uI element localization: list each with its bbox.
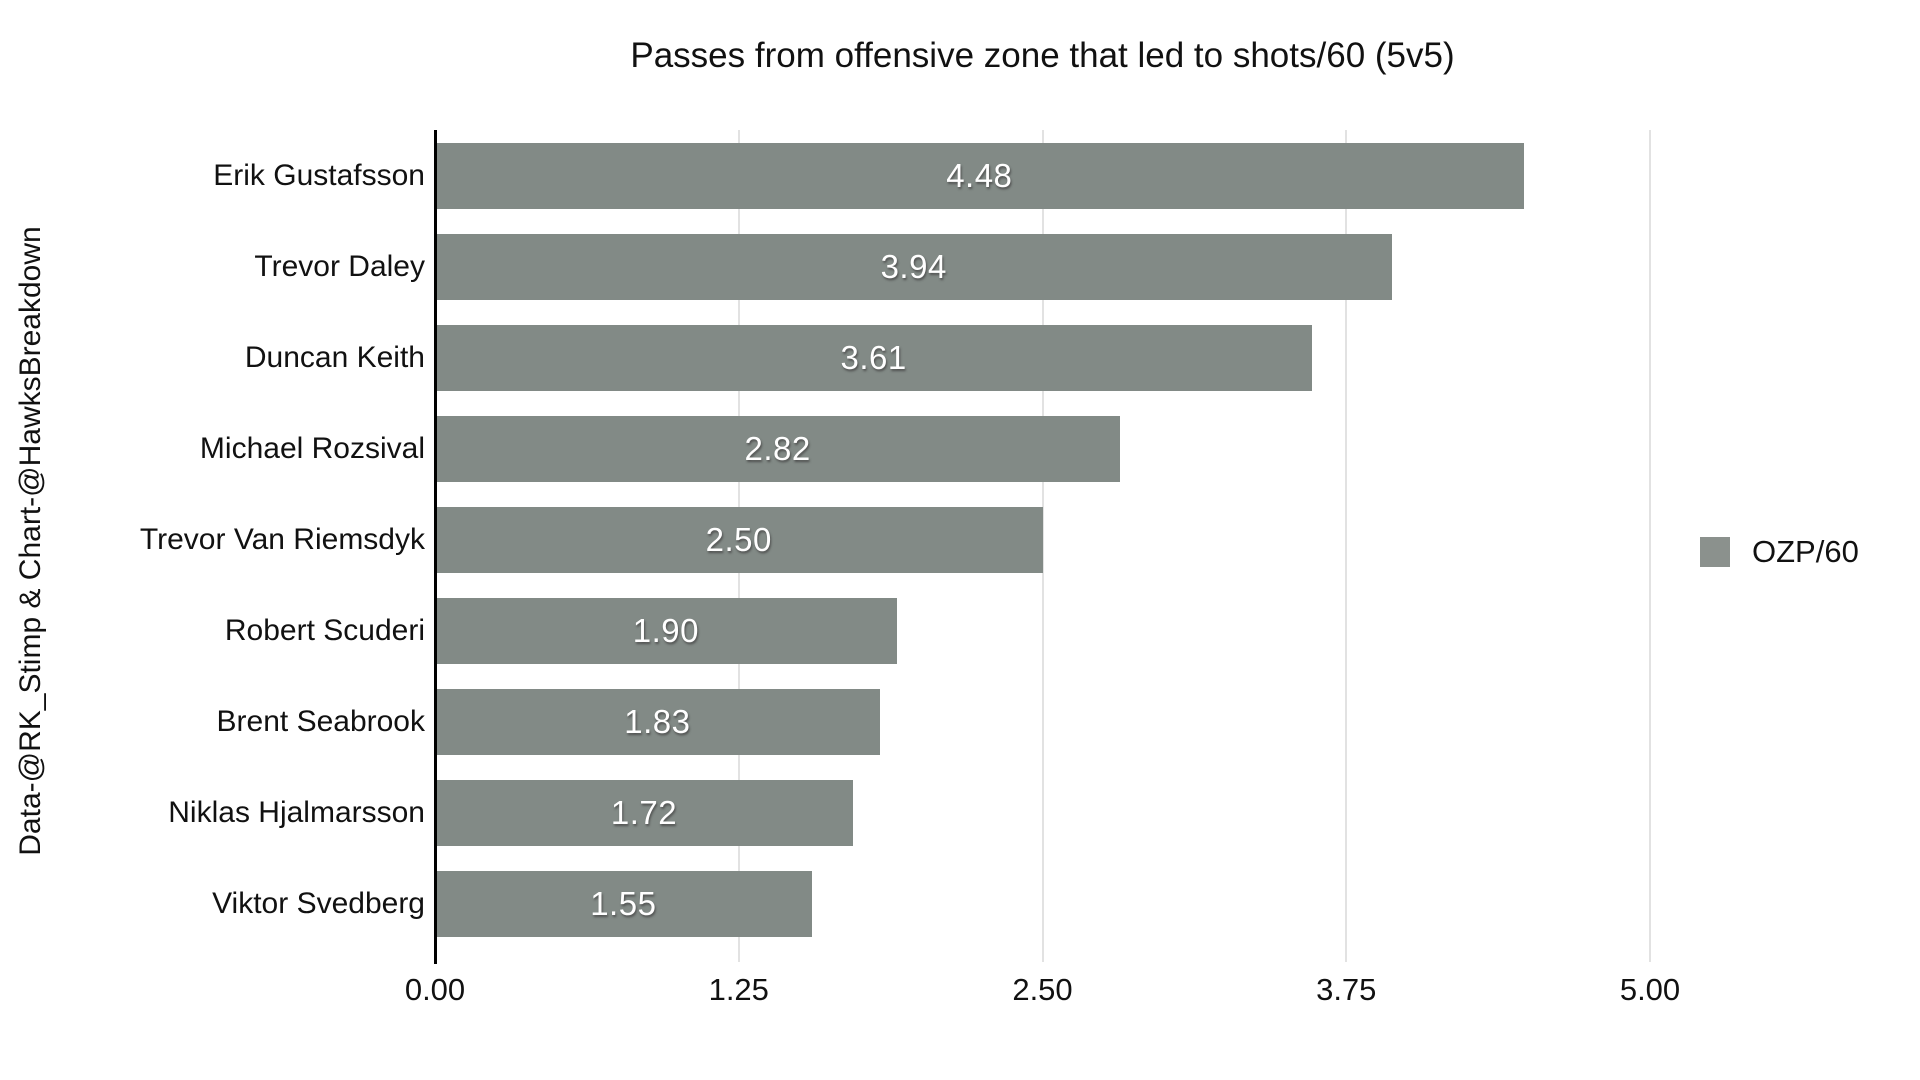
y-axis-category-labels: Erik Gustafsson Trevor Daley Duncan Keith M… bbox=[40, 130, 425, 950]
bar: 2.82 bbox=[435, 415, 1121, 482]
bar: 1.55 bbox=[435, 871, 812, 938]
bar: 3.94 bbox=[435, 233, 1393, 300]
bar-value-label: 1.83 bbox=[624, 703, 691, 741]
legend-series-label: OZP/60 bbox=[1752, 534, 1859, 569]
bar-value-label: 1.90 bbox=[632, 612, 699, 650]
x-tick-label: 3.75 bbox=[1316, 972, 1377, 1007]
bar-value-label: 2.50 bbox=[705, 520, 772, 558]
legend: OZP/60 bbox=[1700, 534, 1859, 570]
bar-row: 2.82 bbox=[435, 403, 1650, 494]
bar-value-label: 4.48 bbox=[946, 156, 1013, 194]
x-tick-label: 5.00 bbox=[1619, 972, 1681, 1007]
bar-value-label: 3.61 bbox=[840, 338, 907, 376]
bar-row: 4.48 bbox=[435, 130, 1650, 221]
bar-series: 4.48 3.94 3.61 2.82 2.50 1.90 1.83 1.72 1.55 bbox=[435, 130, 1650, 950]
category-label: Brent Seabrook bbox=[216, 705, 425, 739]
bar-row: 3.61 bbox=[435, 312, 1650, 403]
category-label: Trevor Van Riemsdyk bbox=[139, 522, 425, 556]
plot-area: 4.48 3.94 3.61 2.82 2.50 1.90 1.83 1.72 1.55 bbox=[434, 130, 1651, 964]
bar: 1.83 bbox=[435, 689, 880, 756]
bar-row: 1.90 bbox=[435, 586, 1650, 677]
category-row: Trevor Daley bbox=[40, 221, 425, 312]
y-axis-line bbox=[434, 130, 437, 964]
category-row: Robert Scuderi bbox=[40, 586, 425, 677]
category-label: Robert Scuderi bbox=[224, 614, 425, 648]
bar: 1.90 bbox=[435, 598, 897, 665]
bar: 1.72 bbox=[435, 780, 853, 847]
category-label: Trevor Daley bbox=[254, 249, 425, 283]
bar-value-label: 1.55 bbox=[590, 885, 657, 923]
category-row: Brent Seabrook bbox=[40, 677, 425, 768]
x-tick-label: 1.25 bbox=[708, 972, 769, 1007]
x-axis-tick-labels: 0.00 1.25 2.50 3.75 5.00 bbox=[405, 972, 1680, 1012]
bar-value-label: 2.82 bbox=[744, 429, 811, 467]
category-label: Duncan Keith bbox=[244, 340, 425, 374]
bar-row: 1.72 bbox=[435, 768, 1650, 859]
category-row: Erik Gustafsson bbox=[40, 130, 425, 221]
category-row: Michael Rozsival bbox=[40, 403, 425, 494]
legend-swatch-icon bbox=[1700, 537, 1730, 567]
gridline bbox=[1345, 130, 1348, 962]
x-tick-label: 2.50 bbox=[1012, 972, 1073, 1007]
x-tick-label: 0.00 bbox=[404, 972, 466, 1007]
bar-value-label: 1.72 bbox=[610, 794, 678, 832]
bar: 3.61 bbox=[435, 324, 1313, 391]
category-row: Duncan Keith bbox=[40, 312, 425, 403]
gridline bbox=[1649, 130, 1651, 962]
category-label: Michael Rozsival bbox=[199, 431, 425, 465]
bar-row: 2.50 bbox=[435, 494, 1650, 585]
category-label: Niklas Hjalmarsson bbox=[168, 796, 425, 830]
chart-title: Passes from offensive zone that led to s… bbox=[630, 36, 1455, 75]
category-row: Niklas Hjalmarsson bbox=[40, 768, 425, 859]
gridline bbox=[1041, 130, 1044, 962]
bar-value-label: 3.94 bbox=[880, 247, 947, 285]
category-row: Viktor Svedberg bbox=[40, 859, 425, 950]
category-row: Trevor Van Riemsdyk bbox=[40, 494, 425, 585]
bar: 4.48 bbox=[435, 142, 1524, 209]
category-label: Erik Gustafsson bbox=[213, 158, 425, 192]
bar-row: 1.55 bbox=[435, 859, 1650, 950]
bar-row: 3.94 bbox=[435, 221, 1650, 312]
bar: 2.50 bbox=[435, 506, 1043, 573]
category-label: Viktor Svedberg bbox=[212, 887, 425, 921]
bar-row: 1.83 bbox=[435, 677, 1650, 768]
